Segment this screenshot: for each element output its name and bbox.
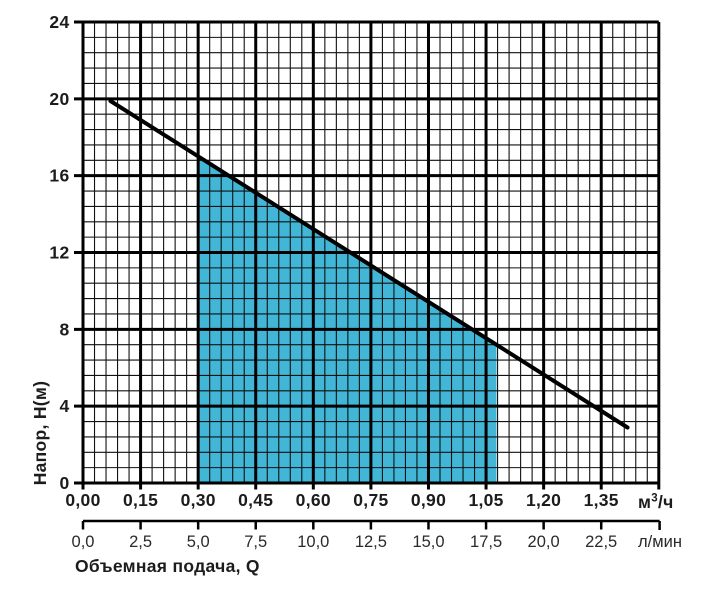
svg-text:22,5: 22,5 — [585, 533, 617, 551]
svg-text:17,5: 17,5 — [470, 533, 502, 551]
svg-text:5,0: 5,0 — [187, 533, 210, 551]
svg-text:20: 20 — [49, 89, 69, 109]
svg-text:15,0: 15,0 — [412, 533, 444, 551]
svg-text:12: 12 — [49, 243, 69, 263]
svg-text:0,60: 0,60 — [296, 490, 331, 510]
svg-text:8: 8 — [59, 319, 69, 339]
svg-text:0: 0 — [59, 473, 69, 493]
svg-text:Напор, Н(м): Напор, Н(м) — [30, 381, 50, 486]
svg-text:0,45: 0,45 — [238, 490, 273, 510]
svg-text:л/мин: л/мин — [638, 533, 682, 551]
svg-text:20,0: 20,0 — [528, 533, 560, 551]
svg-text:0,0: 0,0 — [72, 533, 95, 551]
svg-text:2,5: 2,5 — [129, 533, 152, 551]
svg-text:24: 24 — [49, 12, 69, 32]
svg-text:7,5: 7,5 — [244, 533, 267, 551]
svg-text:10,0: 10,0 — [297, 533, 329, 551]
svg-text:0,75: 0,75 — [353, 490, 388, 510]
svg-text:16: 16 — [49, 166, 69, 186]
svg-text:4: 4 — [59, 396, 69, 416]
svg-text:0,30: 0,30 — [181, 490, 216, 510]
svg-text:1,20: 1,20 — [526, 490, 561, 510]
svg-text:м3/ч: м3/ч — [638, 492, 674, 512]
svg-text:1,35: 1,35 — [584, 490, 619, 510]
svg-text:0,15: 0,15 — [123, 490, 158, 510]
svg-text:12,5: 12,5 — [355, 533, 387, 551]
svg-text:0,90: 0,90 — [411, 490, 446, 510]
svg-text:0,00: 0,00 — [65, 490, 100, 510]
svg-text:1,05: 1,05 — [468, 490, 503, 510]
svg-text:Объемная подача, Q: Объемная подача, Q — [75, 556, 260, 576]
